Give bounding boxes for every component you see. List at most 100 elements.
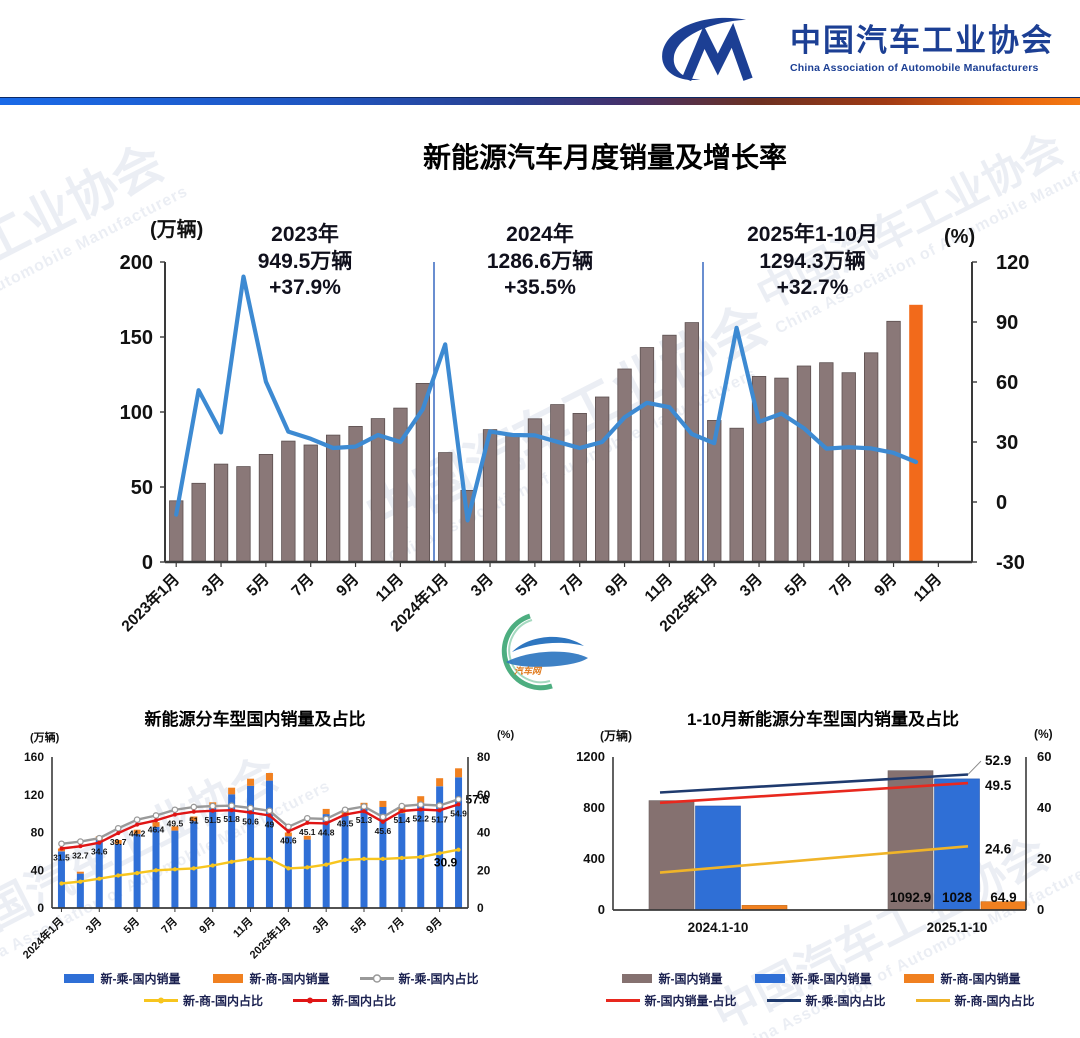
commercial-bar bbox=[114, 840, 122, 844]
org-name-en: China Association of Automobile Manufact… bbox=[790, 61, 1039, 74]
growth-rate-line bbox=[174, 274, 919, 523]
share-point-label: 32.7 bbox=[72, 850, 89, 860]
group-bar bbox=[695, 805, 741, 911]
total-share-line-marker bbox=[267, 813, 272, 818]
x-tick-label: 9月 bbox=[602, 570, 632, 600]
total-share-line-marker bbox=[229, 808, 234, 813]
passenger-share-line-marker bbox=[58, 840, 65, 848]
right-panel-chart: 1092.9 1028 64.9 49.5 52.9 24.6 0 400 800 1200 0 20… bbox=[576, 749, 1051, 935]
right-panel-legend: 新-国内销量 新-乘-国内销量 新-商-国内销量 新-国内销量-占比 新-乘-国内占比 新… bbox=[560, 970, 1080, 1009]
left-panel-chart: 31.5 32.7 34.639.744.2 46.449.5 51 51.5 51.8 50… bbox=[19, 750, 491, 961]
commercial-share-line-marker bbox=[324, 862, 329, 867]
commercial-share-line-marker bbox=[305, 865, 310, 870]
legend-swatch-line-circle bbox=[359, 974, 394, 983]
total-share-line-marker bbox=[305, 820, 310, 825]
right-panel-left-unit: (万辆) bbox=[600, 729, 632, 743]
legend-label: 新-乘-国内占比 bbox=[398, 972, 479, 986]
passenger-bar bbox=[190, 821, 198, 908]
total-share-line-marker bbox=[59, 846, 64, 851]
x-tick-label: 9月 bbox=[423, 915, 444, 936]
commercial-share-line-marker bbox=[172, 867, 177, 872]
share-point-label: 49.5 bbox=[167, 819, 184, 829]
passenger-share-line-marker bbox=[171, 806, 179, 814]
share-point-label: 39.7 bbox=[110, 837, 127, 847]
caam-logo: 中国汽车工业协会 China Association of Automobile… bbox=[644, 10, 1054, 88]
commercial-share-line-marker bbox=[437, 851, 442, 856]
commercial-share-line-marker bbox=[418, 854, 423, 860]
total-share-line-marker bbox=[210, 808, 215, 813]
passenger-share-line-marker bbox=[322, 815, 330, 823]
commercial-bar bbox=[455, 768, 463, 778]
commercial-bar bbox=[379, 800, 387, 807]
sales-bar-highlight bbox=[909, 304, 923, 563]
passenger-share-line-marker bbox=[455, 795, 462, 803]
share-point-label: 40.6 bbox=[280, 835, 297, 845]
axis-label: 40 bbox=[477, 826, 491, 840]
commercial-share-line-marker bbox=[286, 866, 291, 871]
axis-label: 90 bbox=[996, 312, 1018, 334]
x-tick-label: 5月 bbox=[121, 915, 142, 936]
header-divider-bar bbox=[0, 97, 1080, 105]
x-tick-label: 3月 bbox=[467, 570, 497, 600]
axis-label: 30 bbox=[996, 432, 1018, 454]
category-label: 2024.1-10 bbox=[688, 920, 749, 935]
commercial-bar bbox=[436, 778, 444, 787]
total-share-line-marker bbox=[399, 809, 404, 813]
commercial-bar bbox=[322, 808, 330, 815]
commercial-share-line-marker bbox=[59, 881, 64, 886]
legend-label: 新-国内销量-占比 bbox=[644, 994, 737, 1008]
commercial-bar bbox=[228, 787, 236, 795]
axis-label: 60 bbox=[996, 372, 1018, 394]
legend-swatch-bar bbox=[63, 974, 94, 983]
total-share-line-marker bbox=[286, 829, 291, 834]
legend-item: 新-国内销量-占比 bbox=[605, 992, 737, 1009]
axis-label: 0 bbox=[996, 492, 1007, 514]
passenger-bar bbox=[398, 813, 406, 908]
passenger-share-line-marker bbox=[133, 816, 141, 824]
line-value-label: 49.5 bbox=[985, 778, 1012, 793]
legend-label: 新-商-国内销量 bbox=[249, 972, 330, 986]
passenger-share-line-marker bbox=[266, 807, 273, 815]
axis-label: 80 bbox=[477, 750, 491, 764]
commercial-share-line-marker bbox=[248, 856, 253, 861]
axis-label: 50 bbox=[131, 477, 153, 499]
bar-value-label: 1028 bbox=[942, 890, 973, 905]
sales-bar bbox=[595, 396, 610, 563]
passenger-share-line-marker bbox=[303, 814, 311, 822]
total-share-line-marker bbox=[97, 840, 102, 845]
axis-label: 80 bbox=[31, 826, 45, 840]
total-share-line-marker bbox=[78, 844, 83, 849]
line-value-label: 52.9 bbox=[985, 753, 1011, 768]
passenger-share-line-marker bbox=[95, 834, 103, 842]
share-point-label: 51.3 bbox=[356, 815, 373, 825]
x-tick-label: 11月 bbox=[372, 570, 407, 605]
commercial-bar bbox=[417, 796, 425, 803]
commercial-bar bbox=[190, 816, 198, 822]
axis-label: 0 bbox=[37, 901, 44, 915]
axis-label: 20 bbox=[1037, 851, 1051, 866]
passenger-share-line-marker bbox=[436, 802, 443, 809]
passenger-share-end-label: 57.6 bbox=[466, 792, 490, 806]
share-point-label: 44.8 bbox=[318, 827, 335, 837]
total-share-line-marker bbox=[324, 821, 329, 826]
axis-label: 400 bbox=[583, 851, 605, 866]
commercial-share-line-marker bbox=[380, 856, 385, 861]
passenger-share-line-marker bbox=[228, 802, 235, 810]
x-tick-label: 3月 bbox=[736, 570, 766, 600]
share-point-label: 51.4 bbox=[394, 815, 411, 825]
share-point-label: 45.1 bbox=[299, 827, 316, 837]
x-tick-label: 7月 bbox=[159, 915, 180, 936]
total-share-line-marker bbox=[116, 831, 121, 836]
axis-label: 40 bbox=[1037, 800, 1051, 815]
swatch-marker bbox=[158, 997, 164, 1004]
share-point-label: 51.8 bbox=[223, 814, 240, 824]
legend-item: 新-商-国内占比 bbox=[144, 992, 263, 1009]
sales-bar bbox=[303, 444, 318, 563]
passenger-bar bbox=[133, 833, 141, 908]
main-right-axis-unit: (%) bbox=[944, 226, 976, 248]
sales-bar bbox=[729, 427, 744, 563]
passenger-bar bbox=[95, 840, 103, 908]
legend-item: 新-国内销量 bbox=[620, 970, 723, 987]
x-tick-label: 7月 bbox=[288, 570, 318, 600]
share-trend-line bbox=[659, 773, 969, 794]
